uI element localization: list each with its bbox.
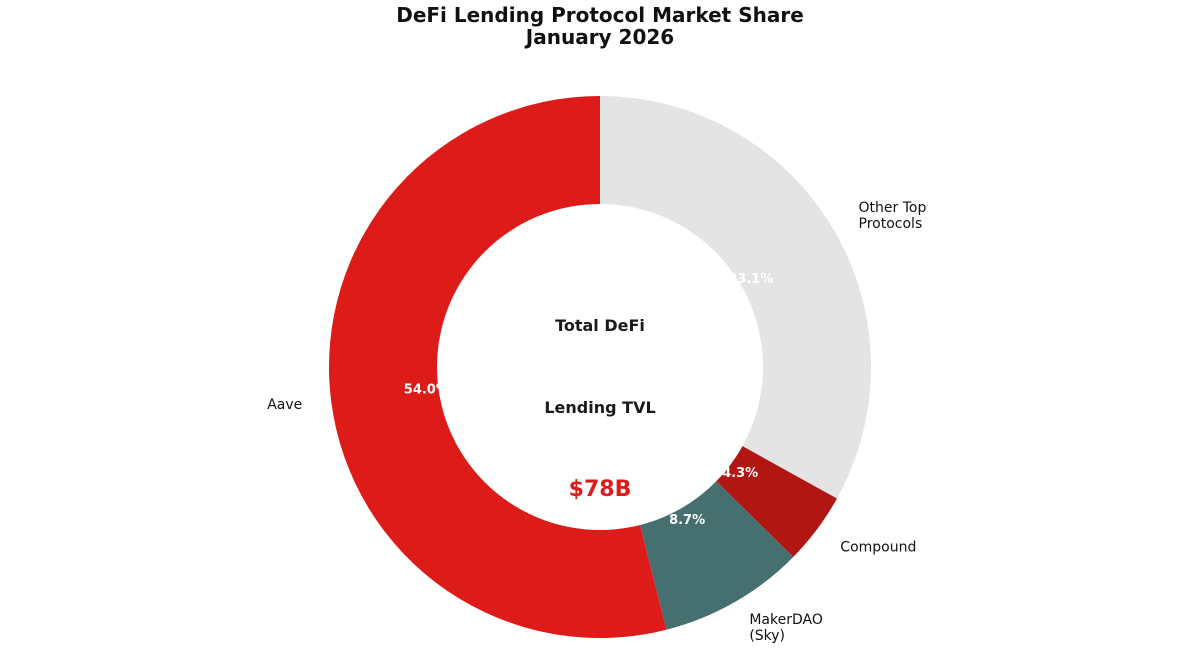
percent-label: 4.3% <box>722 466 758 481</box>
donut-hole <box>437 204 763 530</box>
slice-label: Compound <box>840 540 916 556</box>
chart-title-line-1: DeFi Lending Protocol Market Share <box>396 3 804 27</box>
slice-label: Aave <box>267 397 302 413</box>
chart-title-line-2: January 2026 <box>524 25 674 49</box>
center-text-line-2: Lending TVL <box>544 398 655 417</box>
center-total-value: $78B <box>569 477 632 502</box>
slice-label: Other Top Protocols <box>859 200 927 232</box>
percent-label: 54.0% <box>404 383 449 398</box>
slice-label: MakerDAO (Sky) <box>749 612 823 644</box>
percent-label: 8.7% <box>669 513 705 528</box>
center-text-line-1: Total DeFi <box>555 316 645 335</box>
slice-labels: Other Top Protocols Compound MakerDAO (Sky) A… <box>267 200 926 644</box>
